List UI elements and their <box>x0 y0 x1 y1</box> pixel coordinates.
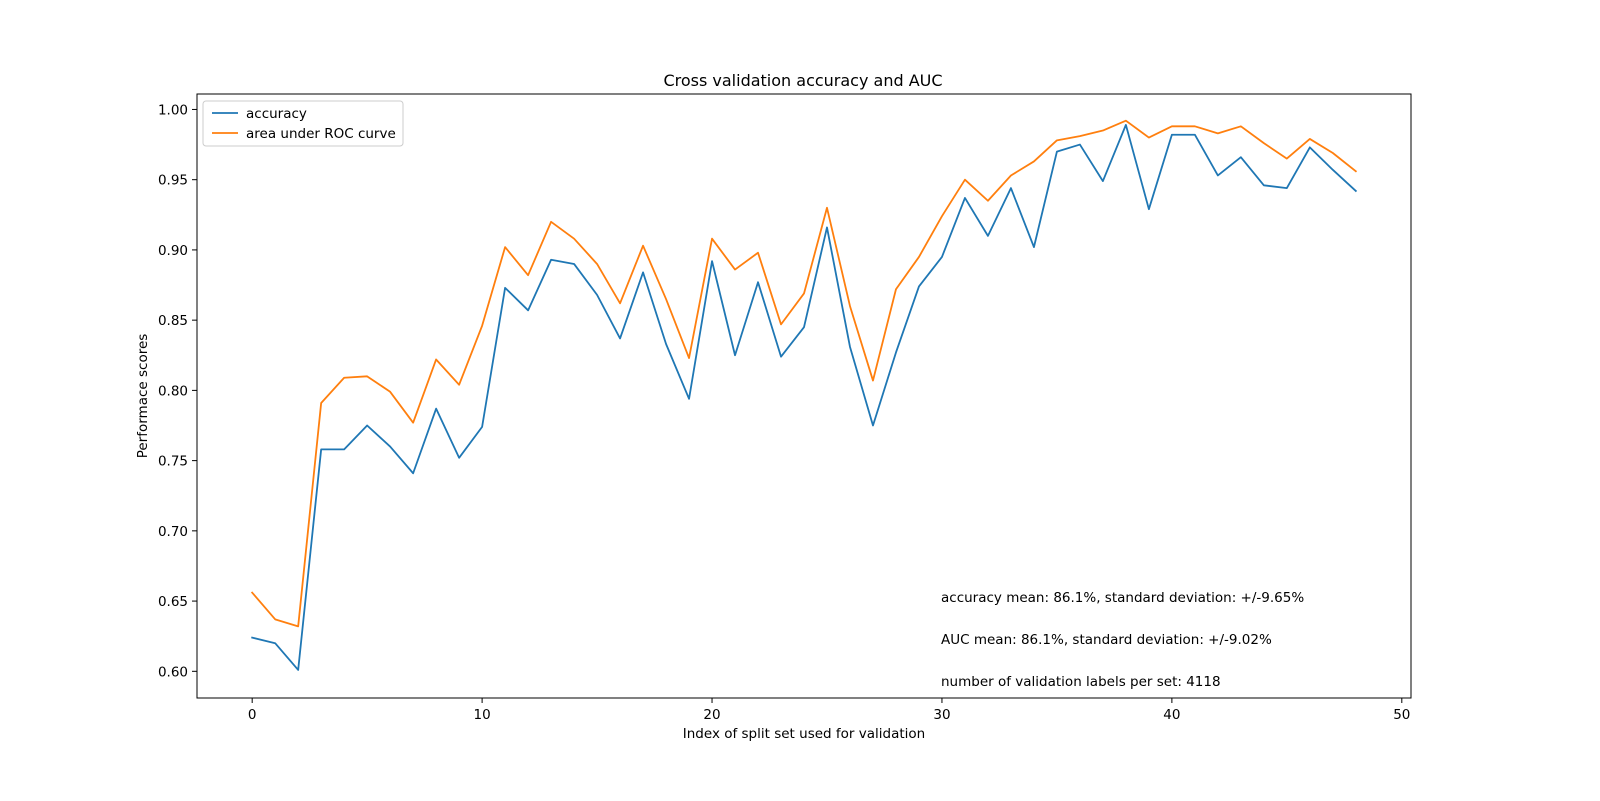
x-tick-label: 30 <box>933 707 950 723</box>
x-tick-label: 50 <box>1393 707 1410 723</box>
y-tick-label: 0.70 <box>158 524 188 540</box>
x-axis-label: Index of split set used for validation <box>683 726 925 742</box>
legend-label-accuracy: accuracy <box>246 106 307 122</box>
y-tick-label: 0.85 <box>158 313 188 329</box>
y-tick-label: 0.60 <box>158 664 188 680</box>
y-tick-label: 0.80 <box>158 383 188 399</box>
plot-frame <box>196 93 1412 699</box>
series-line-accuracy <box>251 124 1358 671</box>
annotation-label-count: number of validation labels per set: 411… <box>941 674 1221 690</box>
series-layer <box>250 119 1358 671</box>
y-axis: 0.60 0.65 0.70 0.75 0.80 0.85 0.90 0.95 1.00 <box>158 102 197 680</box>
series-line-auc <box>250 119 1358 628</box>
legend-label-auc: area under ROC curve <box>246 126 396 142</box>
x-tick-label: 20 <box>703 707 720 723</box>
x-axis: 0 10 20 30 40 50 <box>248 698 1410 723</box>
chart-title: Cross validation accuracy and AUC <box>663 71 942 90</box>
annotation-auc-stats: AUC mean: 86.1%, standard deviation: +/-… <box>941 632 1272 648</box>
x-tick-label: 40 <box>1163 707 1180 723</box>
legend-box <box>202 100 404 147</box>
annotations: accuracy mean: 86.1%, standard deviation… <box>941 590 1304 690</box>
x-tick-label: 0 <box>248 707 257 723</box>
y-tick-label: 0.65 <box>158 594 188 610</box>
y-tick-label: 0.90 <box>158 243 188 259</box>
y-tick-label: 0.75 <box>158 454 188 470</box>
x-tick-label: 10 <box>474 707 491 723</box>
y-axis-label: Performace scores <box>135 334 151 459</box>
legend: accuracy area under ROC curve <box>202 100 404 147</box>
plot-area <box>196 93 1412 699</box>
y-tick-label: 0.95 <box>158 173 188 189</box>
y-tick-label: 1.00 <box>158 102 188 118</box>
annotation-accuracy-stats: accuracy mean: 86.1%, standard deviation… <box>941 590 1304 606</box>
